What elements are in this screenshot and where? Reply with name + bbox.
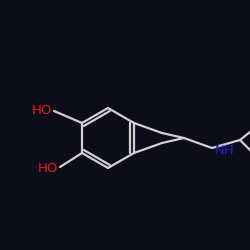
Text: HO: HO — [32, 104, 52, 117]
Text: NH: NH — [215, 144, 234, 156]
Text: HO: HO — [38, 162, 58, 174]
